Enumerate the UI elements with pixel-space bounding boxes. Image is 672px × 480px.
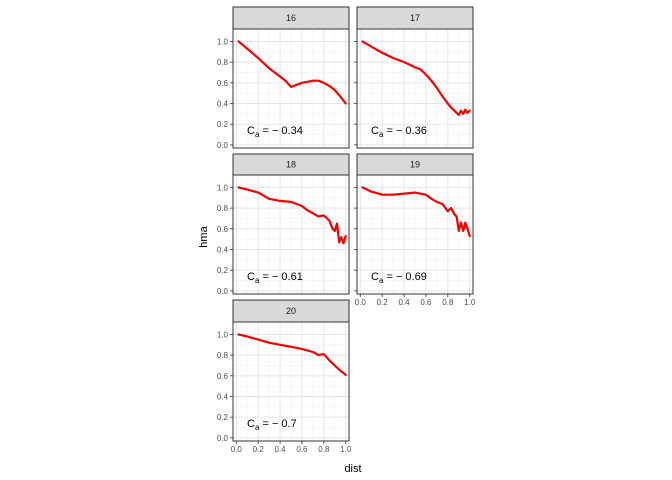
series-line <box>237 40 347 105</box>
facet-strip-label: 17 <box>410 13 420 23</box>
correlation-annotation: Ca = − 0.69 <box>371 271 427 285</box>
y-tick-label: 0.2 <box>217 120 229 129</box>
facet-panel-20: 20 0.0 0.2 0.4 0.6 0.8 1.0 0.0 0.2 0.4 0.6 0.8 1.0 Ca… <box>217 299 352 454</box>
x-tick-label: 0.2 <box>377 298 389 307</box>
x-tick-label: 0.0 <box>231 445 243 454</box>
y-axis-title: hma <box>198 225 210 247</box>
series-line <box>237 186 347 245</box>
y-tick-label: 0.8 <box>217 204 229 213</box>
x-tick-label: 0.2 <box>253 445 265 454</box>
panel-border <box>356 174 474 295</box>
x-tick-label: 0.6 <box>420 298 432 307</box>
correlation-annotation: Ca = − 0.61 <box>247 271 303 285</box>
y-tick-label: 0.6 <box>217 79 229 88</box>
facet-panel-18: 18 0.0 0.2 0.4 0.6 0.8 1.0 Ca = − 0.61 <box>217 153 350 296</box>
y-tick-label: 0.0 <box>217 434 229 443</box>
y-tick-label: 0.8 <box>217 58 229 67</box>
x-tick-label: 0.0 <box>355 298 367 307</box>
correlation-annotation: Ca = − 0.7 <box>247 418 297 432</box>
y-tick-label: 0.4 <box>217 393 229 402</box>
panel-border <box>356 28 474 149</box>
x-tick-label: 0.4 <box>274 445 286 454</box>
facet-strip-label: 18 <box>286 160 296 170</box>
panels-layer: 16 0.0 0.2 0.4 0.6 0.8 1.0 Ca = − 0.34 17 Ca = − … <box>217 6 476 454</box>
facet-strip-label: 19 <box>410 160 420 170</box>
y-tick-label: 0.2 <box>217 413 229 422</box>
y-tick-label: 0.0 <box>217 141 229 150</box>
y-tick-label: 0.4 <box>217 246 229 255</box>
y-tick-label: 0.6 <box>217 225 229 234</box>
panel-border <box>232 321 350 442</box>
x-tick-label: 0.4 <box>398 298 410 307</box>
y-tick-label: 1.0 <box>217 37 229 46</box>
correlation-annotation: Ca = − 0.36 <box>371 125 427 139</box>
y-tick-label: 0.8 <box>217 351 229 360</box>
x-tick-label: 0.8 <box>318 445 330 454</box>
y-tick-label: 1.0 <box>217 330 229 339</box>
series-line <box>237 333 347 376</box>
x-tick-label: 0.6 <box>296 445 308 454</box>
facet-strip-label: 20 <box>286 306 296 316</box>
x-axis-title: dist <box>344 463 361 475</box>
correlation-annotation: Ca = − 0.34 <box>247 125 303 139</box>
x-tick-label: 1.0 <box>464 298 476 307</box>
x-tick-label: 1.0 <box>340 445 352 454</box>
series-line <box>361 186 471 238</box>
facet-strip-label: 16 <box>286 13 296 23</box>
series-line <box>361 40 471 116</box>
panel-border <box>232 28 350 149</box>
y-tick-label: 1.0 <box>217 183 229 192</box>
panel-border <box>232 174 350 295</box>
facet-panel-19: 19 0.0 0.2 0.4 0.6 0.8 1.0 Ca = − 0.69 <box>354 153 476 307</box>
y-tick-label: 0.0 <box>217 287 229 296</box>
y-tick-label: 0.6 <box>217 372 229 381</box>
x-tick-label: 0.8 <box>442 298 454 307</box>
facet-panel-17: 17 Ca = − 0.36 <box>354 6 474 149</box>
y-tick-label: 0.2 <box>217 266 229 275</box>
facet-panel-16: 16 0.0 0.2 0.4 0.6 0.8 1.0 Ca = − 0.34 <box>217 6 350 150</box>
y-tick-label: 0.4 <box>217 100 229 109</box>
